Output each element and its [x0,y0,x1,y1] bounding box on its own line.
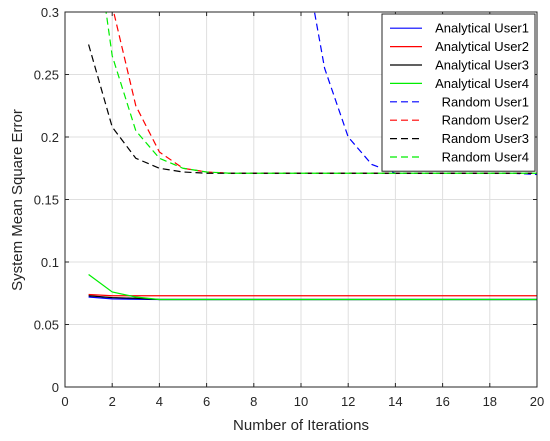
series-layer [88,12,537,301]
legend-label: Random User2 [442,113,529,128]
legend-label: Analytical User3 [435,58,529,73]
y-tick-label: 0 [52,380,59,395]
x-tick-label: 6 [203,394,210,409]
x-tick-label: 10 [294,394,308,409]
series-line-random-user3 [88,44,537,174]
y-tick-label: 0.15 [34,193,59,208]
series-line-analytical-user2 [88,293,537,297]
series-line-analytical-user4 [88,274,537,301]
y-tick-label: 0.1 [41,255,59,270]
x-tick-label: 20 [530,394,544,409]
legend: Analytical User1 Analytical User2 Analytic… [381,13,536,172]
y-tick-label: 0.05 [34,318,59,333]
x-tick-label: 12 [341,394,355,409]
x-tick-label: 0 [61,394,68,409]
legend-label: Analytical User1 [435,21,529,36]
y-axis-label: System Mean Square Error [9,109,26,291]
x-tick-label: 18 [483,394,497,409]
x-tick-label: 16 [435,394,449,409]
y-tick-label: 0.3 [41,5,59,20]
legend-box [381,13,536,172]
x-tick-label: 8 [250,394,257,409]
x-tick-label: 14 [388,394,402,409]
legend-label: Analytical User4 [435,76,529,91]
y-tick-label: 0.2 [41,130,59,145]
legend-label: Random User1 [442,94,529,109]
ticks: 0 2 4 6 8 10 12 14 16 18 20 0 0.05 0.1 0.15 0.2 0.25 0.3 [34,5,545,409]
x-tick-label: 4 [156,394,163,409]
legend-label: Random User4 [442,150,529,165]
series-line-random-user4 [105,12,537,174]
y-tick-label: 0.25 [34,68,59,83]
x-tick-label: 2 [109,394,116,409]
x-axis-label: Number of Iterations [233,417,369,434]
legend-label: Random User3 [442,131,529,146]
legend-label: Analytical User2 [435,39,529,54]
